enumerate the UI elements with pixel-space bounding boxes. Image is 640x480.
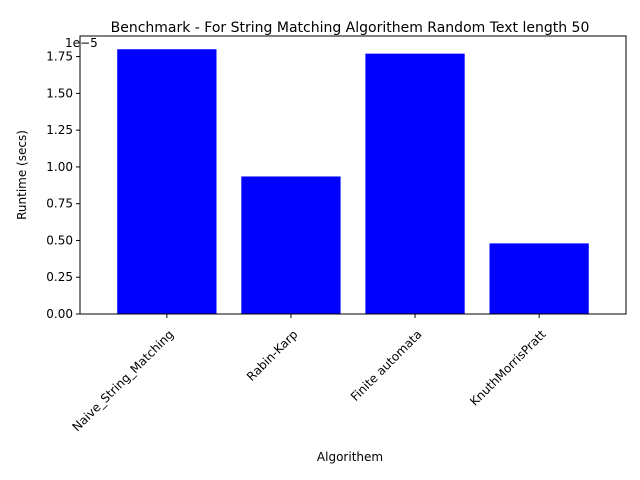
x-axis: Naive_String_Matching Rabin-Karp Finite au… <box>70 314 549 434</box>
y-tick-label: 1.50 <box>46 86 73 100</box>
y-tick-label: 1.00 <box>46 160 73 174</box>
y-tick-label: 1.25 <box>46 123 73 137</box>
y-axis-offset-label: 1e−5 <box>65 36 98 50</box>
y-tick-label: 0.25 <box>46 270 73 284</box>
plot-frame <box>79 35 627 315</box>
y-tick-label: 1.75 <box>46 50 73 64</box>
x-tick-label: Rabin-Karp <box>244 327 300 383</box>
bar-3 <box>489 243 589 314</box>
x-tick-label: KnuthMorrisPratt <box>467 327 549 409</box>
bar-0 <box>117 49 217 314</box>
chart-title: Benchmark - For String Matching Algorith… <box>111 20 590 36</box>
bar-1 <box>241 176 341 314</box>
x-axis-label: Algorithem <box>317 450 383 464</box>
x-tick-label: Naive_String_Matching <box>70 327 177 434</box>
y-tick-label: 0.00 <box>46 307 73 321</box>
x-tick-label: Finite automata <box>348 327 425 404</box>
y-tick-label: 0.75 <box>46 197 73 211</box>
bar-2 <box>365 53 465 315</box>
y-axis: 0.00 0.25 0.50 0.75 1.00 1.25 1.50 1.75 <box>46 50 80 321</box>
bars-group <box>117 49 589 315</box>
y-axis-label: Runtime (secs) <box>15 130 29 220</box>
y-tick-label: 0.50 <box>46 233 73 247</box>
